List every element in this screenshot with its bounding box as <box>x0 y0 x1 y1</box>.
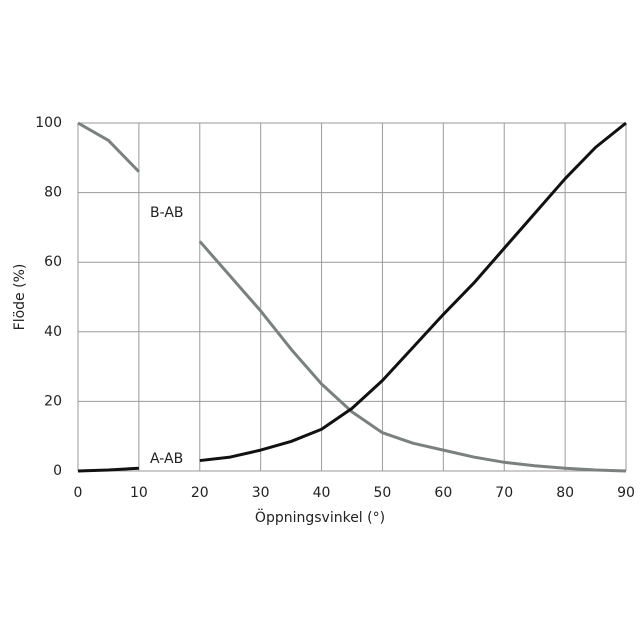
series-line <box>77 121 627 473</box>
x-axis-label: Öppningsvinkel (°) <box>255 508 385 526</box>
y-tick-label: 80 <box>44 185 62 201</box>
series-label: B-AB <box>150 205 184 221</box>
series-label: A-AB <box>150 451 183 467</box>
x-tick-label: 10 <box>130 485 148 501</box>
x-tick-label: 90 <box>617 485 635 501</box>
y-axis-label: Flöde (%) <box>12 264 28 331</box>
y-tick-label: 0 <box>53 463 62 479</box>
x-tick-label: 40 <box>313 485 331 501</box>
x-tick-label: 20 <box>191 485 209 501</box>
x-tick-label: 0 <box>74 485 83 501</box>
x-tick-label: 70 <box>495 485 513 501</box>
x-tick-label: 60 <box>434 485 452 501</box>
y-tick-label: 100 <box>35 115 62 131</box>
series-line <box>77 121 627 473</box>
y-tick-label: 60 <box>44 254 62 270</box>
y-tick-label: 20 <box>44 393 62 409</box>
x-tick-label: 50 <box>374 485 392 501</box>
y-tick-label: 40 <box>44 324 62 340</box>
x-tick-label: 30 <box>252 485 270 501</box>
x-tick-label: 80 <box>556 485 574 501</box>
